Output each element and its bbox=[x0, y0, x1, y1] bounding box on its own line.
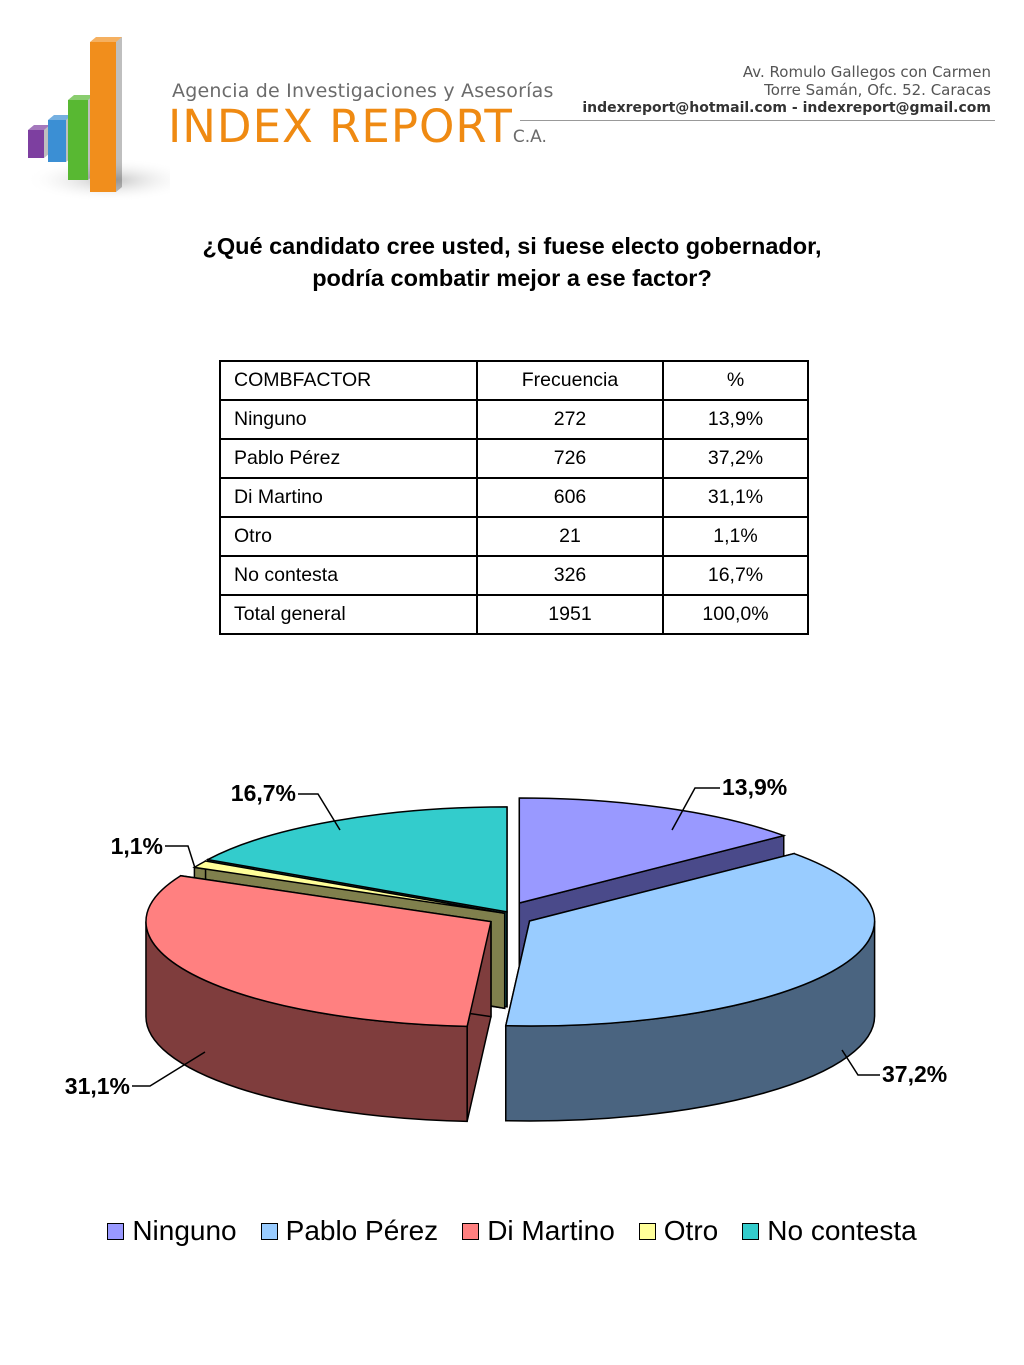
data-label: 16,7% bbox=[231, 780, 296, 806]
row-frequency: 272 bbox=[476, 399, 664, 440]
row-percent: 13,9% bbox=[662, 399, 809, 440]
legend-item: Ninguno bbox=[107, 1215, 237, 1247]
address-line-1: Av. Romulo Gallegos con Carmen bbox=[742, 63, 991, 81]
table-row: Otro 21 1,1% bbox=[219, 516, 809, 557]
pie-slice bbox=[518, 797, 787, 905]
pie-chart: 13,9% 37,2% 31,1% 1,1% 16,7% bbox=[65, 774, 947, 1123]
legend-item: Pablo Pérez bbox=[260, 1215, 439, 1247]
row-category: No contesta bbox=[219, 555, 478, 596]
legend-item: No contesta bbox=[742, 1215, 917, 1247]
data-label: 37,2% bbox=[882, 1061, 947, 1087]
row-category: Ninguno bbox=[219, 399, 478, 440]
label-leader-line bbox=[671, 787, 720, 831]
data-label: 31,1% bbox=[65, 1073, 130, 1099]
row-category: Pablo Pérez bbox=[219, 438, 478, 479]
legend-label: No contesta bbox=[767, 1215, 917, 1246]
logo-bar bbox=[90, 37, 122, 192]
company-header: Agencia de Investigaciones y Asesorías I… bbox=[20, 30, 1020, 210]
legend-swatch bbox=[107, 1222, 125, 1240]
legend-swatch bbox=[462, 1222, 480, 1240]
label-leader-line bbox=[132, 1051, 206, 1087]
pie-slice bbox=[504, 852, 876, 1027]
table-row: Di Martino 606 31,1% bbox=[219, 477, 809, 518]
label-leader-line bbox=[165, 845, 196, 869]
table-total-row: Total general 1951 100,0% bbox=[219, 594, 809, 635]
row-category: Total general bbox=[219, 594, 478, 635]
company-name: INDEX REPORTC.A. bbox=[168, 100, 547, 153]
label-leader-line bbox=[298, 793, 341, 831]
header-cell-category: COMBFACTOR bbox=[219, 360, 478, 401]
table-header-row: COMBFACTOR Frecuencia % bbox=[219, 360, 809, 401]
question-line-1: ¿Qué candidato cree usted, si fuese elec… bbox=[202, 233, 822, 259]
row-frequency: 326 bbox=[476, 555, 664, 596]
row-percent: 1,1% bbox=[662, 516, 809, 557]
chart-legend: Ninguno Pablo Pérez Di Martino Otro No conte… bbox=[0, 1215, 1024, 1247]
row-frequency: 1951 bbox=[476, 594, 664, 635]
data-label: 13,9% bbox=[722, 774, 787, 800]
row-percent: 31,1% bbox=[662, 477, 809, 518]
legend-label: Ninguno bbox=[132, 1215, 237, 1246]
row-percent: 37,2% bbox=[662, 438, 809, 479]
legend-label: Pablo Pérez bbox=[285, 1215, 439, 1246]
table-row: No contesta 326 16,7% bbox=[219, 555, 809, 596]
question-line-2: podría combatir mejor a ese factor? bbox=[312, 265, 712, 291]
pie-slice bbox=[145, 874, 492, 1028]
legend-swatch bbox=[638, 1222, 656, 1240]
address-line-2: Torre Samán, Ofc. 52. Caracas bbox=[764, 81, 991, 99]
row-category: Di Martino bbox=[219, 477, 478, 518]
header-cell-percent: % bbox=[662, 360, 809, 401]
company-logo bbox=[25, 37, 170, 202]
legend-swatch bbox=[742, 1222, 760, 1240]
contact-emails: indexreport@hotmail.com - indexreport@gm… bbox=[582, 100, 991, 116]
row-category: Otro bbox=[219, 516, 478, 557]
agency-tagline: Agencia de Investigaciones y Asesorías bbox=[172, 80, 554, 102]
survey-question: ¿Qué candidato cree usted, si fuese elec… bbox=[0, 230, 1024, 294]
table-row: Ninguno 272 13,9% bbox=[219, 399, 809, 440]
logo-bar bbox=[28, 125, 50, 158]
legend-label: Otro bbox=[663, 1215, 719, 1246]
legend-item: Otro bbox=[638, 1215, 719, 1247]
row-percent: 100,0% bbox=[662, 594, 809, 635]
row-frequency: 726 bbox=[476, 438, 664, 479]
legend-item: Di Martino bbox=[462, 1215, 615, 1247]
header-cell-frequency: Frecuencia bbox=[476, 360, 664, 401]
data-label: 1,1% bbox=[111, 833, 163, 859]
legend-label: Di Martino bbox=[487, 1215, 615, 1246]
table-row: Pablo Pérez 726 37,2% bbox=[219, 438, 809, 479]
legend-swatch bbox=[260, 1222, 278, 1240]
company-suffix: C.A. bbox=[512, 127, 547, 147]
row-percent: 16,7% bbox=[662, 555, 809, 596]
row-frequency: 606 bbox=[476, 477, 664, 518]
row-frequency: 21 bbox=[476, 516, 664, 557]
header-divider bbox=[520, 120, 995, 121]
frequency-table: COMBFACTOR Frecuencia % Ninguno 272 13,9… bbox=[219, 360, 809, 635]
label-leader-line bbox=[841, 1049, 880, 1076]
